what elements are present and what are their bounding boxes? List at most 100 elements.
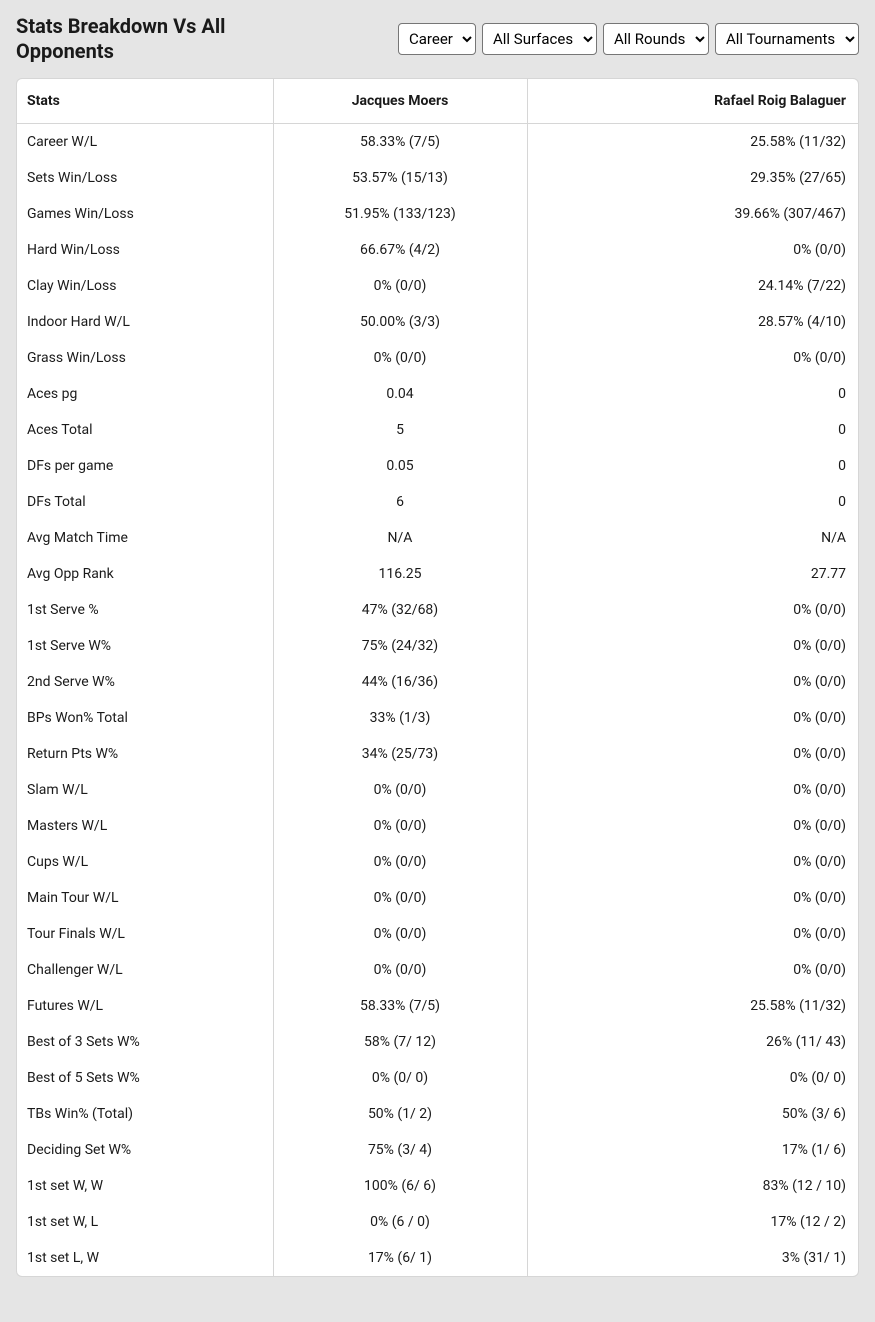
player2-value-cell: 0% (0/0) <box>527 232 858 268</box>
player1-value-cell: 17% (6/ 1) <box>273 1240 527 1276</box>
table-row: Career W/L58.33% (7/5)25.58% (11/32) <box>17 124 858 161</box>
player2-value-cell: 29.35% (27/65) <box>527 160 858 196</box>
page-title: Stats Breakdown Vs All Opponents <box>16 14 316 64</box>
table-row: Sets Win/Loss53.57% (15/13)29.35% (27/65… <box>17 160 858 196</box>
stat-name-cell: Sets Win/Loss <box>17 160 273 196</box>
player1-value-cell: 75% (24/32) <box>273 628 527 664</box>
player1-value-cell: 75% (3/ 4) <box>273 1132 527 1168</box>
table-row: 2nd Serve W%44% (16/36)0% (0/0) <box>17 664 858 700</box>
player1-value-cell: 0% (0/0) <box>273 880 527 916</box>
player2-value-cell: 0 <box>527 412 858 448</box>
table-row: 1st set W, L0% (6 / 0)17% (12 / 2) <box>17 1204 858 1240</box>
player1-value-cell: 5 <box>273 412 527 448</box>
player1-value-cell: 50.00% (3/3) <box>273 304 527 340</box>
player1-value-cell: 66.67% (4/2) <box>273 232 527 268</box>
table-row: Games Win/Loss51.95% (133/123)39.66% (30… <box>17 196 858 232</box>
player2-value-cell: 25.58% (11/32) <box>527 124 858 161</box>
stat-name-cell: 1st Serve W% <box>17 628 273 664</box>
stat-name-cell: Avg Opp Rank <box>17 556 273 592</box>
player1-value-cell: 58.33% (7/5) <box>273 988 527 1024</box>
column-header-player2: Rafael Roig Balaguer <box>527 79 858 124</box>
player2-value-cell: 0% (0/0) <box>527 628 858 664</box>
table-row: Best of 5 Sets W%0% (0/ 0)0% (0/ 0) <box>17 1060 858 1096</box>
table-row: Slam W/L0% (0/0)0% (0/0) <box>17 772 858 808</box>
filter-surface-select[interactable]: All Surfaces <box>482 23 597 55</box>
player2-value-cell: 0% (0/0) <box>527 340 858 376</box>
table-row: Avg Opp Rank116.2527.77 <box>17 556 858 592</box>
player2-value-cell: 0% (0/0) <box>527 916 858 952</box>
stat-name-cell: BPs Won% Total <box>17 700 273 736</box>
table-row: Best of 3 Sets W%58% (7/ 12)26% (11/ 43) <box>17 1024 858 1060</box>
player2-value-cell: 27.77 <box>527 556 858 592</box>
player1-value-cell: 34% (25/73) <box>273 736 527 772</box>
table-row: Avg Match TimeN/AN/A <box>17 520 858 556</box>
player2-value-cell: 0% (0/0) <box>527 880 858 916</box>
table-row: Hard Win/Loss66.67% (4/2)0% (0/0) <box>17 232 858 268</box>
table-header-row: Stats Jacques Moers Rafael Roig Balaguer <box>17 79 858 124</box>
player1-value-cell: 50% (1/ 2) <box>273 1096 527 1132</box>
stat-name-cell: Tour Finals W/L <box>17 916 273 952</box>
stat-name-cell: Aces Total <box>17 412 273 448</box>
stat-name-cell: DFs Total <box>17 484 273 520</box>
stat-name-cell: Grass Win/Loss <box>17 340 273 376</box>
table-row: TBs Win% (Total)50% (1/ 2)50% (3/ 6) <box>17 1096 858 1132</box>
player2-value-cell: 0 <box>527 448 858 484</box>
player2-value-cell: 50% (3/ 6) <box>527 1096 858 1132</box>
player1-value-cell: 47% (32/68) <box>273 592 527 628</box>
stats-table: Stats Jacques Moers Rafael Roig Balaguer… <box>17 79 858 1276</box>
stat-name-cell: Avg Match Time <box>17 520 273 556</box>
table-row: 1st set L, W17% (6/ 1)3% (31/ 1) <box>17 1240 858 1276</box>
stat-name-cell: Masters W/L <box>17 808 273 844</box>
stat-name-cell: Games Win/Loss <box>17 196 273 232</box>
stat-name-cell: Best of 3 Sets W% <box>17 1024 273 1060</box>
player2-value-cell: 0 <box>527 484 858 520</box>
stat-name-cell: Main Tour W/L <box>17 880 273 916</box>
player2-value-cell: 0% (0/0) <box>527 952 858 988</box>
player1-value-cell: 6 <box>273 484 527 520</box>
table-row: Aces Total50 <box>17 412 858 448</box>
player2-value-cell: 17% (1/ 6) <box>527 1132 858 1168</box>
stat-name-cell: 2nd Serve W% <box>17 664 273 700</box>
stat-name-cell: Clay Win/Loss <box>17 268 273 304</box>
player2-value-cell: 25.58% (11/32) <box>527 988 858 1024</box>
player2-value-cell: 0% (0/0) <box>527 736 858 772</box>
player1-value-cell: 0% (0/0) <box>273 952 527 988</box>
player2-value-cell: 0% (0/0) <box>527 664 858 700</box>
stat-name-cell: Challenger W/L <box>17 952 273 988</box>
table-row: DFs Total60 <box>17 484 858 520</box>
stat-name-cell: 1st Serve % <box>17 592 273 628</box>
filter-time-select[interactable]: Career <box>398 23 476 55</box>
stat-name-cell: Cups W/L <box>17 844 273 880</box>
stat-name-cell: 1st set W, W <box>17 1168 273 1204</box>
column-header-stats: Stats <box>17 79 273 124</box>
filter-round-select[interactable]: All Rounds <box>603 23 709 55</box>
player2-value-cell: N/A <box>527 520 858 556</box>
table-row: Futures W/L58.33% (7/5)25.58% (11/32) <box>17 988 858 1024</box>
player1-value-cell: 0% (0/0) <box>273 808 527 844</box>
stat-name-cell: 1st set L, W <box>17 1240 273 1276</box>
table-row: Cups W/L0% (0/0)0% (0/0) <box>17 844 858 880</box>
stat-name-cell: Return Pts W% <box>17 736 273 772</box>
player1-value-cell: 0% (0/0) <box>273 844 527 880</box>
player1-value-cell: 0% (0/0) <box>273 268 527 304</box>
player1-value-cell: 53.57% (15/13) <box>273 160 527 196</box>
player2-value-cell: 17% (12 / 2) <box>527 1204 858 1240</box>
column-header-player1: Jacques Moers <box>273 79 527 124</box>
player1-value-cell: N/A <box>273 520 527 556</box>
player2-value-cell: 0% (0/0) <box>527 844 858 880</box>
table-row: DFs per game0.050 <box>17 448 858 484</box>
player1-value-cell: 116.25 <box>273 556 527 592</box>
stat-name-cell: Hard Win/Loss <box>17 232 273 268</box>
player1-value-cell: 0% (0/0) <box>273 916 527 952</box>
player2-value-cell: 83% (12 / 10) <box>527 1168 858 1204</box>
filter-tournament-select[interactable]: All Tournaments <box>715 23 859 55</box>
table-row: Tour Finals W/L0% (0/0)0% (0/0) <box>17 916 858 952</box>
table-row: Aces pg0.040 <box>17 376 858 412</box>
player1-value-cell: 0% (6 / 0) <box>273 1204 527 1240</box>
stat-name-cell: Best of 5 Sets W% <box>17 1060 273 1096</box>
stat-name-cell: Indoor Hard W/L <box>17 304 273 340</box>
table-row: Masters W/L0% (0/0)0% (0/0) <box>17 808 858 844</box>
stat-name-cell: Career W/L <box>17 124 273 161</box>
filter-bar: Career All Surfaces All Rounds All Tourn… <box>398 23 859 55</box>
player2-value-cell: 0% (0/0) <box>527 592 858 628</box>
